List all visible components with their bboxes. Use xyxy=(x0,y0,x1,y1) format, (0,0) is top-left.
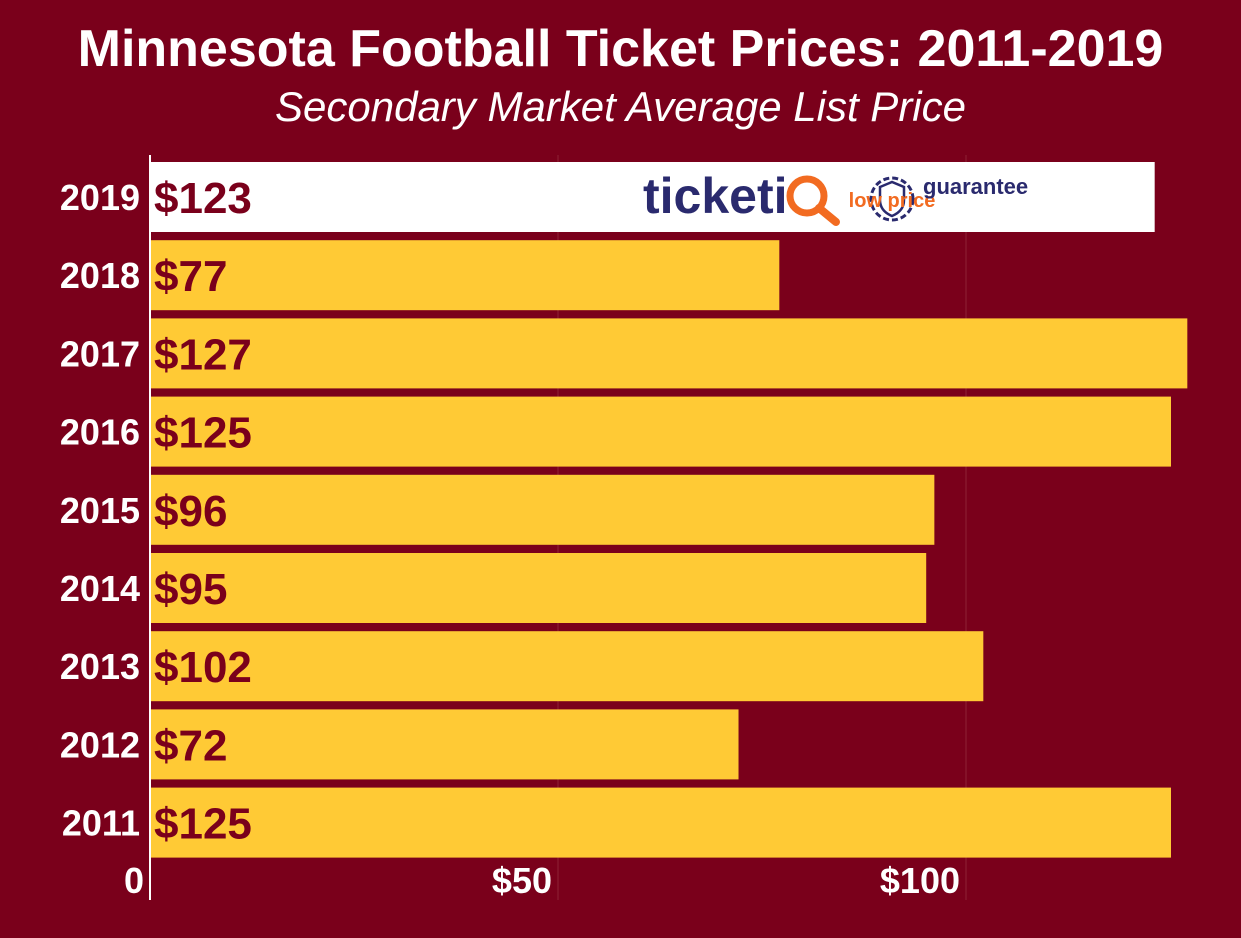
value-label-2015: $96 xyxy=(154,487,227,536)
value-label-2011: $125 xyxy=(154,800,252,849)
bar-2016 xyxy=(151,396,1171,467)
value-label-2019: $123 xyxy=(154,174,252,223)
x-axis-ticks: 0 $50 $100 xyxy=(124,860,960,901)
value-label-2016: $125 xyxy=(154,409,252,458)
bar-2015 xyxy=(151,474,935,545)
bar-2014 xyxy=(151,553,927,623)
bar-2012 xyxy=(151,709,739,780)
x-tick-label: $100 xyxy=(880,860,960,901)
logo-wordmark: ticketi xyxy=(643,168,788,224)
category-label-2014: 2014 xyxy=(60,568,140,609)
shield-dollar-icon: low price xyxy=(849,176,936,222)
chart-subtitle: Secondary Market Average List Price xyxy=(275,83,966,130)
value-label-2013: $102 xyxy=(154,643,252,692)
category-label-2019: 2019 xyxy=(60,177,140,218)
bar-2017 xyxy=(151,318,1188,389)
x-tick-label: 0 xyxy=(124,860,144,901)
bars: 2019 $123 2018 $77 2017 $127 2016 $125 2015 $96 20… xyxy=(60,162,1188,858)
svg-text:low price: low price xyxy=(849,190,936,212)
value-label-2014: $95 xyxy=(154,565,227,614)
value-label-2018: $77 xyxy=(154,252,227,301)
bar-2019 xyxy=(151,162,1155,232)
category-label-2011: 2011 xyxy=(62,803,140,844)
category-label-2017: 2017 xyxy=(60,333,140,374)
category-label-2018: 2018 xyxy=(60,255,140,296)
logo-magnifier-icon xyxy=(786,175,840,226)
value-label-2012: $72 xyxy=(154,721,227,770)
chart-title: Minnesota Football Ticket Prices: 2011-2… xyxy=(77,20,1164,78)
x-tick-label: $50 xyxy=(492,860,552,901)
value-label-2017: $127 xyxy=(154,330,252,379)
bar-2013 xyxy=(151,631,984,702)
category-label-2016: 2016 xyxy=(60,412,140,453)
bar-2011 xyxy=(151,787,1171,858)
category-label-2012: 2012 xyxy=(60,724,140,765)
category-label-2015: 2015 xyxy=(60,490,140,531)
bar-2018 xyxy=(151,240,780,311)
ticketiq-logo: ticketi low price guarantee xyxy=(643,168,1028,226)
logo-tagline-line1: guarantee xyxy=(923,174,1028,199)
category-label-2013: 2013 xyxy=(60,646,140,687)
